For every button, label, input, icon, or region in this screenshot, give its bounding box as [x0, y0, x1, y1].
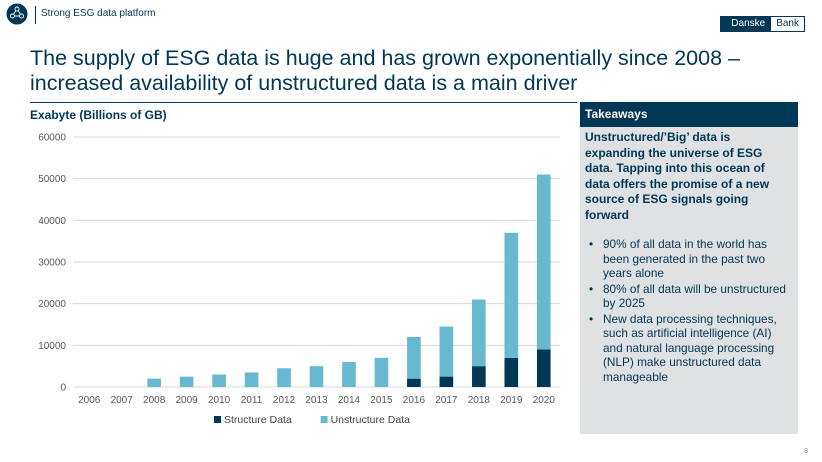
x-tick-label: 2009	[176, 395, 199, 406]
takeaway-item: • 90% of all data in the world has been g…	[585, 237, 786, 281]
y-tick-label: 50000	[38, 174, 66, 185]
bar-structure-data	[536, 349, 551, 387]
bar-unstructure-data	[244, 372, 259, 387]
page-number: 8	[804, 448, 808, 455]
x-tick-label: 2011	[241, 395, 263, 406]
y-tick-label: 10000	[38, 341, 66, 352]
header-divider	[35, 6, 36, 24]
x-tick-label: 2020	[533, 395, 556, 406]
bar-unstructure-data	[179, 376, 194, 387]
bar-unstructure-data	[504, 232, 519, 358]
x-tick-label: 2006	[78, 395, 101, 406]
brand-logo: Danske Bank	[720, 16, 805, 32]
brand-part1: Danske	[721, 17, 772, 31]
x-tick-label: 2010	[208, 395, 231, 406]
legend-label: Unstructure Data	[331, 414, 411, 426]
bar-unstructure-data	[439, 326, 454, 377]
bullet-marker: •	[589, 311, 594, 326]
x-tick-label: 2017	[435, 395, 458, 406]
x-tick-label: 2012	[273, 395, 296, 406]
platform-title: Strong ESG data platform	[41, 8, 156, 19]
company-logo-icon	[6, 3, 28, 25]
bullet-marker: •	[589, 281, 594, 296]
bar-structure-data	[407, 378, 421, 387]
bar-structure-data	[472, 366, 486, 387]
x-tick-label: 2016	[403, 395, 426, 406]
y-axis-title: Exabyte (Billions of GB)	[30, 108, 167, 122]
bar-unstructure-data	[342, 362, 356, 387]
bar-unstructure-data	[472, 299, 486, 367]
x-tick-label: 2013	[305, 395, 328, 406]
takeaway-item: • 80% of all data will be unstructured by…	[585, 282, 786, 311]
y-tick-label: 60000	[38, 133, 66, 144]
bar-unstructure-data	[309, 366, 324, 387]
x-tick-label: 2019	[500, 395, 523, 406]
chart-top-rule	[30, 102, 577, 103]
takeaways-panel: Unstructured/’Big’ data is expanding the…	[580, 127, 798, 434]
bullet-marker: •	[589, 237, 594, 251]
takeaway-text: 80% of all data will be unstructured by …	[603, 281, 786, 311]
takeaway-text: 90% of all data in the world has been ge…	[603, 237, 767, 280]
takeaway-item: • New data processing techniques, such as…	[585, 312, 786, 385]
takeaways-lead: Unstructured/’Big’ data is expanding the…	[585, 130, 770, 222]
bar-structure-data	[439, 376, 454, 387]
x-tick-label: 2015	[370, 395, 393, 406]
esg-data-chart: 0 10000 20000 30000 40000 50000 60000 2006 2007 2…	[38, 133, 560, 426]
bar-unstructure-data	[147, 378, 161, 387]
y-tick-label: 30000	[38, 258, 66, 269]
bar-unstructure-data	[374, 357, 389, 387]
brand-part2: Bank	[771, 17, 804, 31]
y-tick-label: 0	[60, 383, 66, 394]
legend-swatch	[214, 416, 221, 423]
x-tick-label: 2014	[338, 395, 361, 406]
bar-unstructure-data	[277, 368, 291, 387]
x-tick-label: 2008	[143, 395, 166, 406]
bar-unstructure-data	[212, 374, 226, 387]
y-tick-label: 40000	[38, 216, 66, 227]
takeaway-text: New data processing techniques, such as …	[603, 311, 777, 384]
legend-label: Structure Data	[224, 414, 292, 426]
y-tick-label: 20000	[38, 299, 66, 310]
x-tick-label: 2007	[111, 395, 134, 406]
bar-unstructure-data	[536, 174, 551, 350]
bar-structure-data	[504, 357, 519, 387]
takeaways-list: • 90% of all data in the world has been g…	[585, 237, 786, 384]
x-tick-label: 2018	[468, 395, 491, 406]
takeaways-heading: Takeaways	[580, 102, 798, 127]
bar-unstructure-data	[407, 337, 421, 379]
slide-title: The supply of ESG data is huge and has g…	[30, 46, 740, 95]
legend-swatch	[320, 416, 328, 423]
